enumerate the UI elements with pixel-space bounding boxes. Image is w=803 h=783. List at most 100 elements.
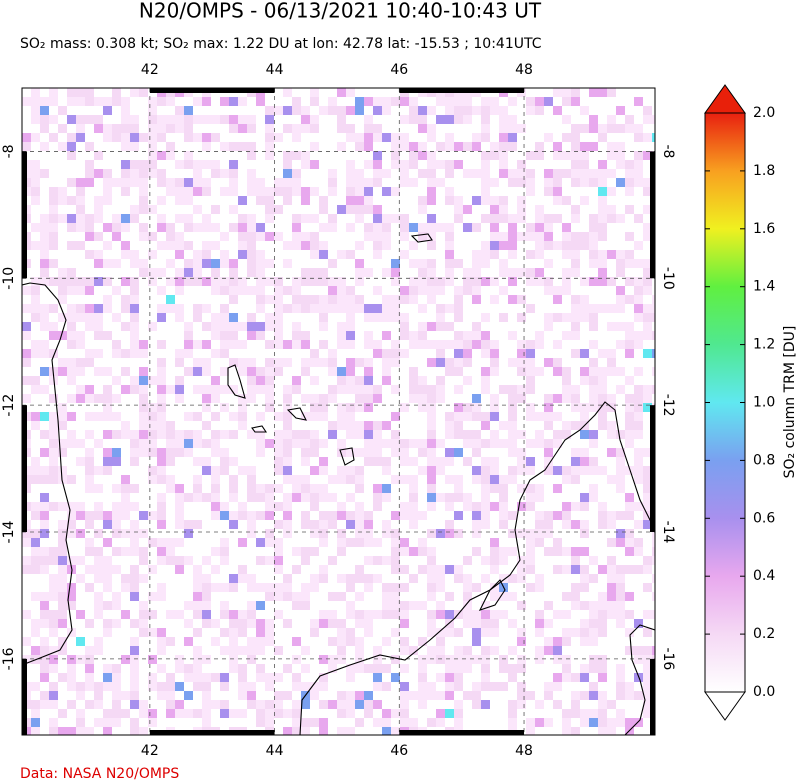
pixel — [247, 610, 256, 619]
pixel — [283, 493, 292, 502]
pixel — [211, 502, 220, 511]
pixel — [616, 619, 625, 628]
pixel — [274, 133, 283, 142]
pixel — [517, 178, 526, 187]
pixel — [58, 124, 67, 133]
pixel — [238, 124, 247, 133]
pixel — [31, 727, 40, 735]
pixel — [418, 466, 427, 475]
pixel — [346, 601, 355, 610]
colorbar-max-arrow — [704, 84, 746, 114]
pixel — [175, 124, 184, 133]
pixel — [499, 169, 508, 178]
pixel — [454, 403, 463, 412]
pixel — [634, 520, 643, 529]
pixel — [346, 376, 355, 385]
pixel — [418, 151, 427, 160]
pixel — [526, 547, 535, 556]
pixel — [31, 466, 40, 475]
pixel — [499, 124, 508, 133]
pixel — [508, 178, 517, 187]
pixel — [508, 646, 517, 655]
pixel — [544, 322, 553, 331]
pixel — [103, 619, 112, 628]
pixel — [508, 223, 517, 232]
pixel — [418, 232, 427, 241]
pixel — [580, 502, 589, 511]
pixel — [427, 151, 436, 160]
pixel — [184, 214, 193, 223]
pixel — [544, 358, 553, 367]
pixel — [139, 340, 148, 349]
pixel — [616, 457, 625, 466]
pixel — [346, 223, 355, 232]
pixel — [454, 646, 463, 655]
pixel — [175, 520, 184, 529]
pixel — [400, 313, 409, 322]
pixel — [238, 115, 247, 124]
pixel — [454, 97, 463, 106]
pixel — [346, 313, 355, 322]
pixel — [508, 394, 517, 403]
pixel — [391, 259, 400, 268]
pixel — [481, 502, 490, 511]
pixel — [355, 241, 364, 250]
pixel — [445, 187, 454, 196]
pixel — [427, 529, 436, 538]
pixel — [643, 520, 652, 529]
pixel — [256, 331, 265, 340]
pixel — [445, 565, 454, 574]
pixel — [157, 223, 166, 232]
pixel — [49, 727, 58, 735]
pixel — [382, 268, 391, 277]
pixel — [427, 133, 436, 142]
pixel — [283, 574, 292, 583]
pixel — [193, 313, 202, 322]
pixel — [481, 457, 490, 466]
pixel — [526, 169, 535, 178]
pixel — [103, 277, 112, 286]
pixel — [328, 295, 337, 304]
pixel — [40, 502, 49, 511]
pixel — [283, 385, 292, 394]
pixel — [256, 97, 265, 106]
pixel — [634, 367, 643, 376]
pixel — [148, 628, 157, 637]
pixel — [130, 637, 139, 646]
pixel — [238, 277, 247, 286]
pixel — [310, 88, 319, 97]
pixel — [598, 88, 607, 97]
pixel — [319, 241, 328, 250]
pixel — [418, 286, 427, 295]
pixel — [427, 619, 436, 628]
pixel — [463, 610, 472, 619]
pixel — [247, 520, 256, 529]
pixel — [517, 196, 526, 205]
pixel — [517, 394, 526, 403]
pixel — [337, 448, 346, 457]
pixel — [265, 115, 274, 124]
pixel — [382, 520, 391, 529]
pixel — [373, 673, 382, 682]
pixel — [508, 529, 517, 538]
pixel — [337, 628, 346, 637]
pixel — [310, 628, 319, 637]
pixel — [481, 277, 490, 286]
pixel — [598, 124, 607, 133]
pixel — [112, 664, 121, 673]
pixel — [292, 340, 301, 349]
pixel — [580, 565, 589, 574]
pixel — [643, 322, 652, 331]
pixel — [598, 160, 607, 169]
pixel — [499, 655, 508, 664]
pixel — [310, 394, 319, 403]
pixel — [319, 250, 328, 259]
pixel — [283, 340, 292, 349]
pixel — [310, 502, 319, 511]
pixel — [130, 529, 139, 538]
pixel — [121, 493, 130, 502]
pixel — [517, 664, 526, 673]
pixel — [634, 547, 643, 556]
pixel — [238, 538, 247, 547]
pixel — [346, 637, 355, 646]
